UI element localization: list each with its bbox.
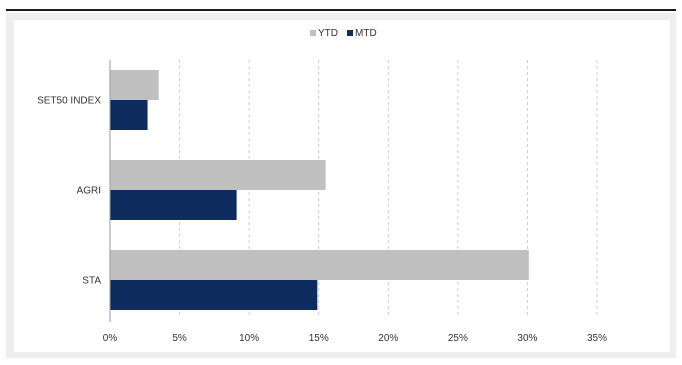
- x-tick-label: 10%: [239, 333, 259, 344]
- category-label: SET50 INDEX: [37, 96, 101, 107]
- bar-mtd: [110, 280, 318, 310]
- bar-ytd: [110, 160, 326, 190]
- gridlines: [179, 60, 598, 318]
- legend-swatch-mtd: [347, 30, 353, 36]
- bar-ytd: [110, 70, 159, 100]
- bar-mtd: [110, 100, 148, 130]
- legend-swatch-ytd: [310, 30, 316, 36]
- x-tick-label: 20%: [378, 333, 398, 344]
- legend-label-mtd: MTD: [355, 28, 377, 39]
- bar-mtd: [110, 190, 237, 220]
- category-label: AGRI: [77, 186, 101, 197]
- bar-ytd: [110, 250, 529, 280]
- x-tick-label: 30%: [517, 333, 537, 344]
- legend: YTD MTD: [310, 28, 377, 39]
- legend-label-ytd: YTD: [318, 28, 338, 39]
- bars: [110, 70, 529, 310]
- top-divider-line: [6, 9, 676, 11]
- x-tick-label: 5%: [172, 333, 187, 344]
- category-label: STA: [82, 276, 101, 287]
- x-tick-label: 25%: [448, 333, 468, 344]
- axes: 0% 5% 10% 15% 20% 25% 30% 35% SET50 INDEX AGRI STA: [37, 60, 607, 344]
- x-tick-label: 35%: [587, 333, 607, 344]
- x-tick-label: 15%: [309, 333, 329, 344]
- x-tick-label: 0%: [103, 333, 118, 344]
